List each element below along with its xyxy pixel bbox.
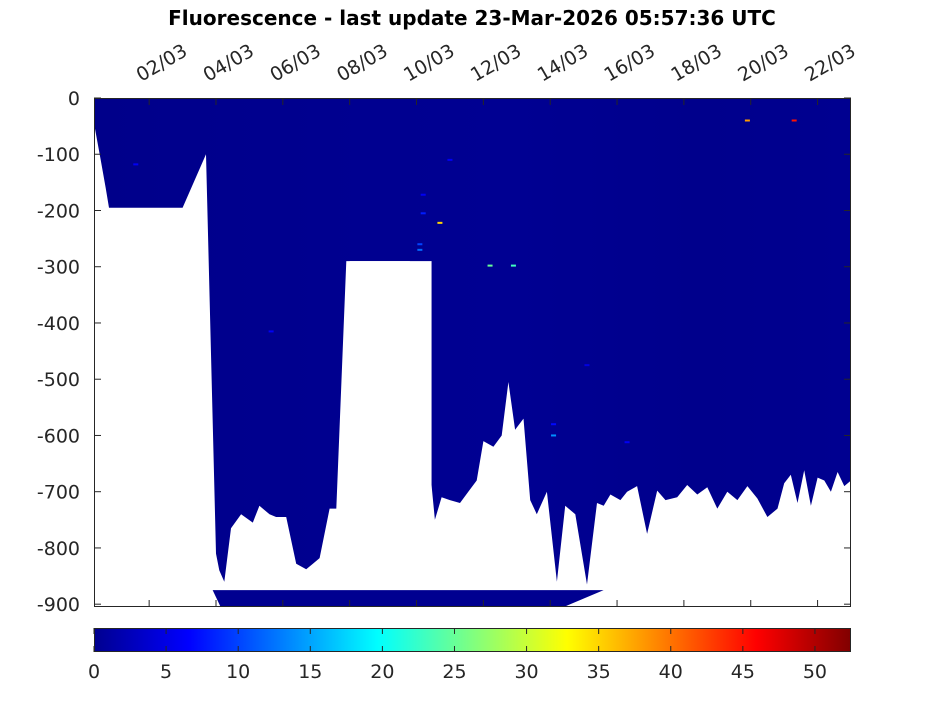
data-gap bbox=[349, 261, 432, 607]
x-tick-label: 06/03 bbox=[266, 40, 324, 86]
plot-frame bbox=[94, 98, 851, 607]
anomaly-point bbox=[744, 119, 750, 122]
y-axis-ticks: 0 -100 -200 -300 -400 -500 -600 -700 -800 -900 bbox=[37, 88, 851, 616]
y-tick-label: -100 bbox=[37, 144, 80, 166]
deep-profile-band bbox=[212, 590, 604, 607]
colorbar-tick-label: 40 bbox=[659, 661, 683, 683]
y-tick-label: -400 bbox=[37, 313, 80, 335]
anomaly-point bbox=[551, 423, 557, 426]
colorbar-tick-label: 20 bbox=[370, 661, 394, 683]
y-tick-label: -200 bbox=[37, 200, 80, 222]
colorbar-tick-label: 50 bbox=[803, 661, 827, 683]
x-tick-label: 10/03 bbox=[400, 40, 458, 86]
colorbar-frame bbox=[94, 628, 851, 652]
fluorescence-field bbox=[94, 98, 851, 585]
anomaly-point bbox=[417, 248, 423, 251]
y-tick-label: -700 bbox=[37, 482, 80, 504]
anomaly-point bbox=[420, 193, 426, 196]
colorbar: 0 5 10 15 20 25 30 35 40 45 50 bbox=[88, 628, 851, 683]
anomaly-point bbox=[437, 221, 443, 224]
colorbar-tick-label: 25 bbox=[442, 661, 466, 683]
x-tick-label: 04/03 bbox=[199, 40, 257, 86]
chart-title: Fluorescence - last update 23-Mar-2026 0… bbox=[168, 6, 776, 30]
anomaly-point bbox=[268, 330, 274, 333]
x-tick-label: 12/03 bbox=[467, 40, 525, 86]
colorbar-gradient bbox=[94, 628, 851, 652]
colorbar-ticks: 0 5 10 15 20 25 30 35 40 45 50 bbox=[88, 628, 827, 683]
anomaly-point bbox=[417, 243, 423, 246]
y-tick-label: -600 bbox=[37, 425, 80, 447]
x-tick-label: 16/03 bbox=[601, 40, 659, 86]
y-tick-label: -900 bbox=[37, 594, 80, 616]
colorbar-tick-label: 35 bbox=[587, 661, 611, 683]
anomaly-point bbox=[510, 264, 516, 267]
anomaly-point bbox=[420, 212, 426, 215]
colorbar-tick-label: 0 bbox=[88, 661, 100, 683]
x-tick-label: 14/03 bbox=[534, 40, 592, 86]
anomaly-point bbox=[624, 441, 630, 444]
colorbar-tick-label: 10 bbox=[226, 661, 250, 683]
x-tick-label: 20/03 bbox=[734, 40, 792, 86]
colorbar-tick-label: 5 bbox=[160, 661, 172, 683]
colorbar-tick-label: 30 bbox=[514, 661, 538, 683]
anomaly-point bbox=[791, 119, 797, 122]
anomaly-point bbox=[584, 364, 590, 367]
x-tick-label: 08/03 bbox=[333, 40, 391, 86]
anomaly-point bbox=[551, 434, 557, 437]
y-tick-label: -300 bbox=[37, 257, 80, 279]
y-tick-label: -500 bbox=[37, 369, 80, 391]
y-tick-label: 0 bbox=[68, 88, 80, 110]
plot-area bbox=[94, 98, 851, 607]
x-tick-label: 22/03 bbox=[801, 40, 859, 86]
anomaly-point bbox=[447, 158, 453, 161]
anomaly-point bbox=[487, 264, 493, 267]
anomaly-points bbox=[133, 119, 797, 444]
anomaly-point bbox=[133, 163, 139, 166]
x-tick-label: 18/03 bbox=[667, 40, 725, 86]
colorbar-tick-label: 45 bbox=[731, 661, 755, 683]
x-tick-label: 02/03 bbox=[133, 40, 191, 86]
colorbar-tick-label: 15 bbox=[298, 661, 322, 683]
y-tick-label: -800 bbox=[37, 538, 80, 560]
